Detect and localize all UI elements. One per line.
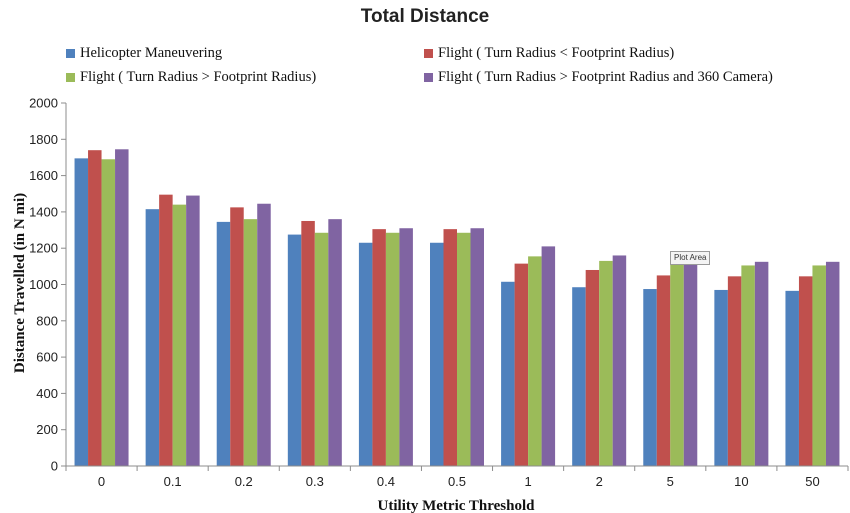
bar-3-9 [754, 261, 769, 466]
legend-swatch-flight-360 [424, 73, 433, 82]
bar-0-5 [430, 242, 444, 466]
legend-item-flight-lt: Flight ( Turn Radius < Footprint Radius) [424, 45, 674, 62]
bar-3-0 [115, 149, 129, 466]
x-tick-label-3: 0.3 [306, 474, 324, 489]
y-tick-label-1: 200 [36, 422, 58, 437]
legend-item-helicopter: Helicopter Maneuvering [66, 45, 222, 62]
bar-1-1 [159, 194, 173, 466]
legend-label-helicopter: Helicopter Maneuvering [80, 45, 223, 61]
bar-1-5 [443, 229, 457, 466]
bar-1-0 [88, 150, 102, 466]
chart-title: Total Distance [360, 6, 490, 27]
bar-0-1 [145, 209, 160, 467]
bar-2-6 [528, 256, 542, 466]
bar-3-7 [612, 255, 627, 466]
bar-2-0 [101, 159, 116, 466]
bar-0-0 [74, 158, 89, 467]
bar-1-4 [372, 229, 386, 466]
y-tick-label-3: 600 [36, 350, 58, 365]
x-tick-label-5: 0.5 [448, 474, 466, 489]
bar-3-5 [470, 228, 484, 466]
x-tick-label-6: 1 [524, 474, 531, 489]
y-axis-label: Distance Travelled (in N mi) [12, 193, 28, 373]
bar-2-7 [599, 260, 613, 466]
bar-3-2 [257, 203, 271, 467]
bar-2-2 [243, 219, 258, 466]
bar-3-10 [825, 261, 840, 466]
y-tick-label-7: 1400 [29, 204, 58, 219]
x-tick-label-8: 5 [667, 474, 674, 489]
x-tick-label-7: 2 [596, 474, 603, 489]
plot-area-tooltip: Plot Area [670, 251, 711, 265]
bar-1-3 [301, 220, 315, 466]
bar-0-2 [216, 221, 231, 466]
bar-1-6 [514, 263, 529, 466]
bar-1-9 [727, 276, 742, 466]
x-axis-label: Utility Metric Threshold [378, 498, 536, 513]
bar-0-7 [572, 287, 586, 466]
bar-1-8 [656, 275, 671, 466]
bar-2-9 [741, 265, 755, 466]
x-tick-label-2: 0.2 [235, 474, 253, 489]
plot-area[interactable] [74, 149, 840, 467]
bar-2-3 [314, 232, 329, 466]
y-tick-label-0: 0 [51, 459, 58, 474]
x-tick-label-4: 0.4 [377, 474, 395, 489]
bar-2-1 [172, 204, 187, 466]
bar-3-1 [186, 195, 200, 466]
bar-3-8 [683, 259, 698, 466]
x-tick-label-10: 50 [805, 474, 819, 489]
y-tick-label-10: 2000 [29, 96, 58, 111]
legend-swatch-helicopter [66, 49, 75, 58]
bar-2-8 [670, 264, 684, 466]
legend-label-flight-lt: Flight ( Turn Radius < Footprint Radius) [438, 45, 675, 61]
bar-0-6 [501, 281, 515, 466]
bar-1-2 [230, 207, 244, 467]
bar-0-3 [287, 234, 302, 466]
bar-0-4 [358, 242, 373, 466]
bar-2-10 [812, 265, 826, 466]
bar-0-8 [643, 289, 657, 466]
x-tick-label-9: 10 [734, 474, 748, 489]
bar-1-10 [798, 276, 813, 466]
bar-3-6 [541, 246, 556, 466]
y-tick-label-9: 1800 [29, 132, 58, 147]
bar-1-7 [585, 269, 600, 466]
y-tick-label-6: 1200 [29, 241, 58, 256]
bar-2-5 [457, 232, 471, 466]
legend-item-flight-360: Flight ( Turn Radius > Footprint Radius … [424, 69, 773, 86]
x-axis: 0 0.1 0.2 0.3 0.4 0.5 1 2 5 10 50 [65, 465, 849, 489]
bar-3-3 [328, 219, 342, 466]
legend-item-flight-gt: Flight ( Turn Radius > Footprint Radius) [66, 69, 316, 86]
y-tick-label-4: 800 [36, 313, 58, 328]
y-tick-label-5: 1000 [29, 277, 58, 292]
legend-label-flight-360: Flight ( Turn Radius > Footprint Radius … [438, 69, 773, 85]
y-axis: 0 200 400 600 800 1000 1200 1400 1600 1800 2000 [29, 96, 67, 474]
bar-0-10 [785, 290, 799, 466]
legend: Helicopter Maneuvering Flight ( Turn Rad… [66, 42, 846, 88]
y-tick-label-8: 1600 [29, 168, 58, 183]
bar-0-9 [714, 289, 728, 466]
y-tick-label-2: 400 [36, 386, 58, 401]
x-tick-label-0: 0 [98, 474, 105, 489]
bar-2-4 [385, 232, 400, 466]
bar-3-4 [399, 228, 413, 466]
legend-swatch-flight-lt [424, 49, 433, 58]
legend-label-flight-gt: Flight ( Turn Radius > Footprint Radius) [80, 69, 317, 85]
legend-swatch-flight-gt [66, 73, 75, 82]
x-tick-label-1: 0.1 [164, 474, 182, 489]
